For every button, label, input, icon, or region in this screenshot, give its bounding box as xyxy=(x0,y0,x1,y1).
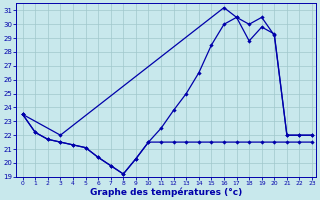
X-axis label: Graphe des températures (°c): Graphe des températures (°c) xyxy=(90,187,242,197)
